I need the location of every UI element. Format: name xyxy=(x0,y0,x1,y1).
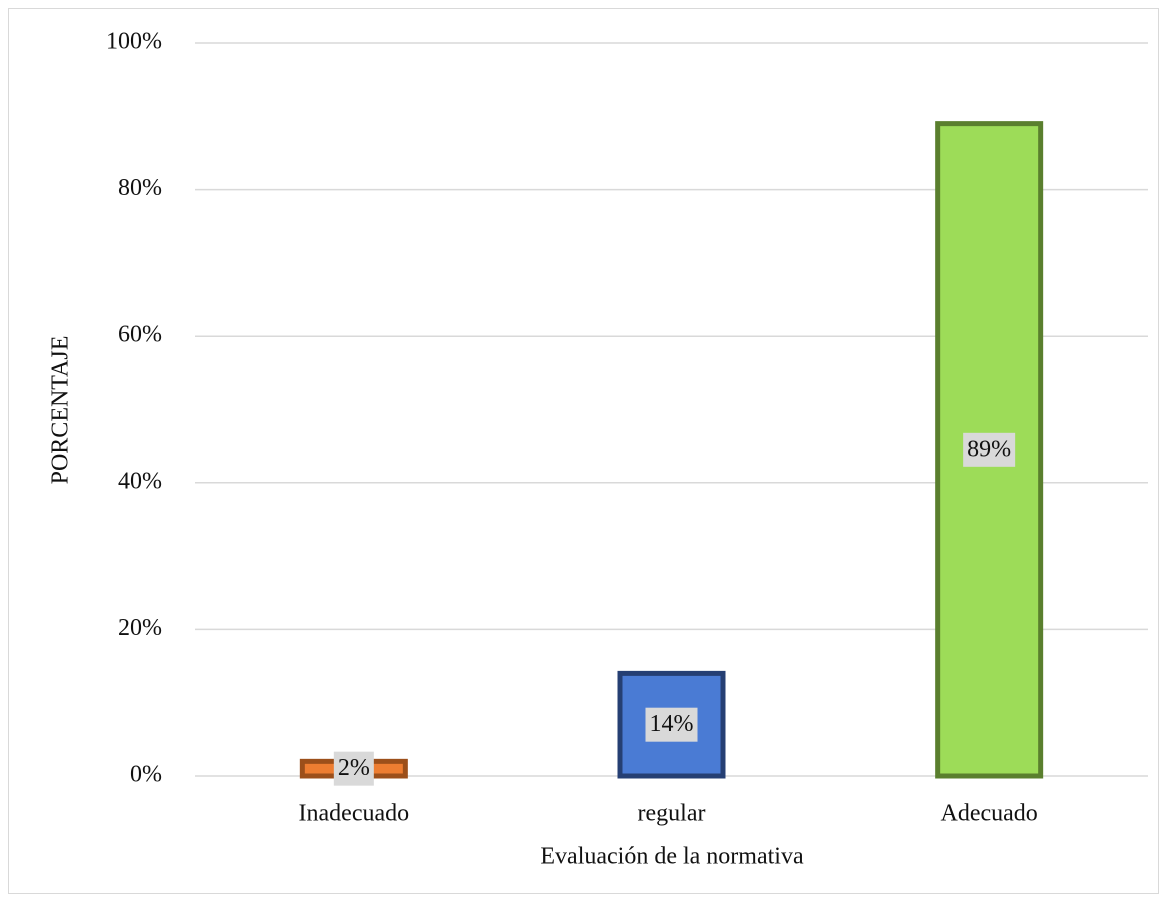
y-axis-title: PORCENTAJE xyxy=(48,336,74,485)
data-label-background xyxy=(963,432,1016,467)
data-label: 2% xyxy=(338,755,370,781)
x-tick-label: regular xyxy=(638,801,706,827)
y-tick-label: 20% xyxy=(118,615,162,641)
data-label-background xyxy=(645,707,698,742)
data-label: 89% xyxy=(967,436,1011,462)
data-label-background xyxy=(333,751,374,786)
x-tick-label: Inadecuado xyxy=(299,801,410,827)
y-tick-label: 40% xyxy=(118,468,162,494)
y-tick-label: 80% xyxy=(118,175,162,201)
x-axis-title: Evaluación de la normativa xyxy=(540,844,804,870)
y-tick-label: 60% xyxy=(118,322,162,348)
y-tick-label: 0% xyxy=(130,762,162,788)
x-tick-label: Adecuado xyxy=(941,801,1038,827)
y-tick-label: 100% xyxy=(106,29,162,55)
data-label: 14% xyxy=(650,711,694,737)
